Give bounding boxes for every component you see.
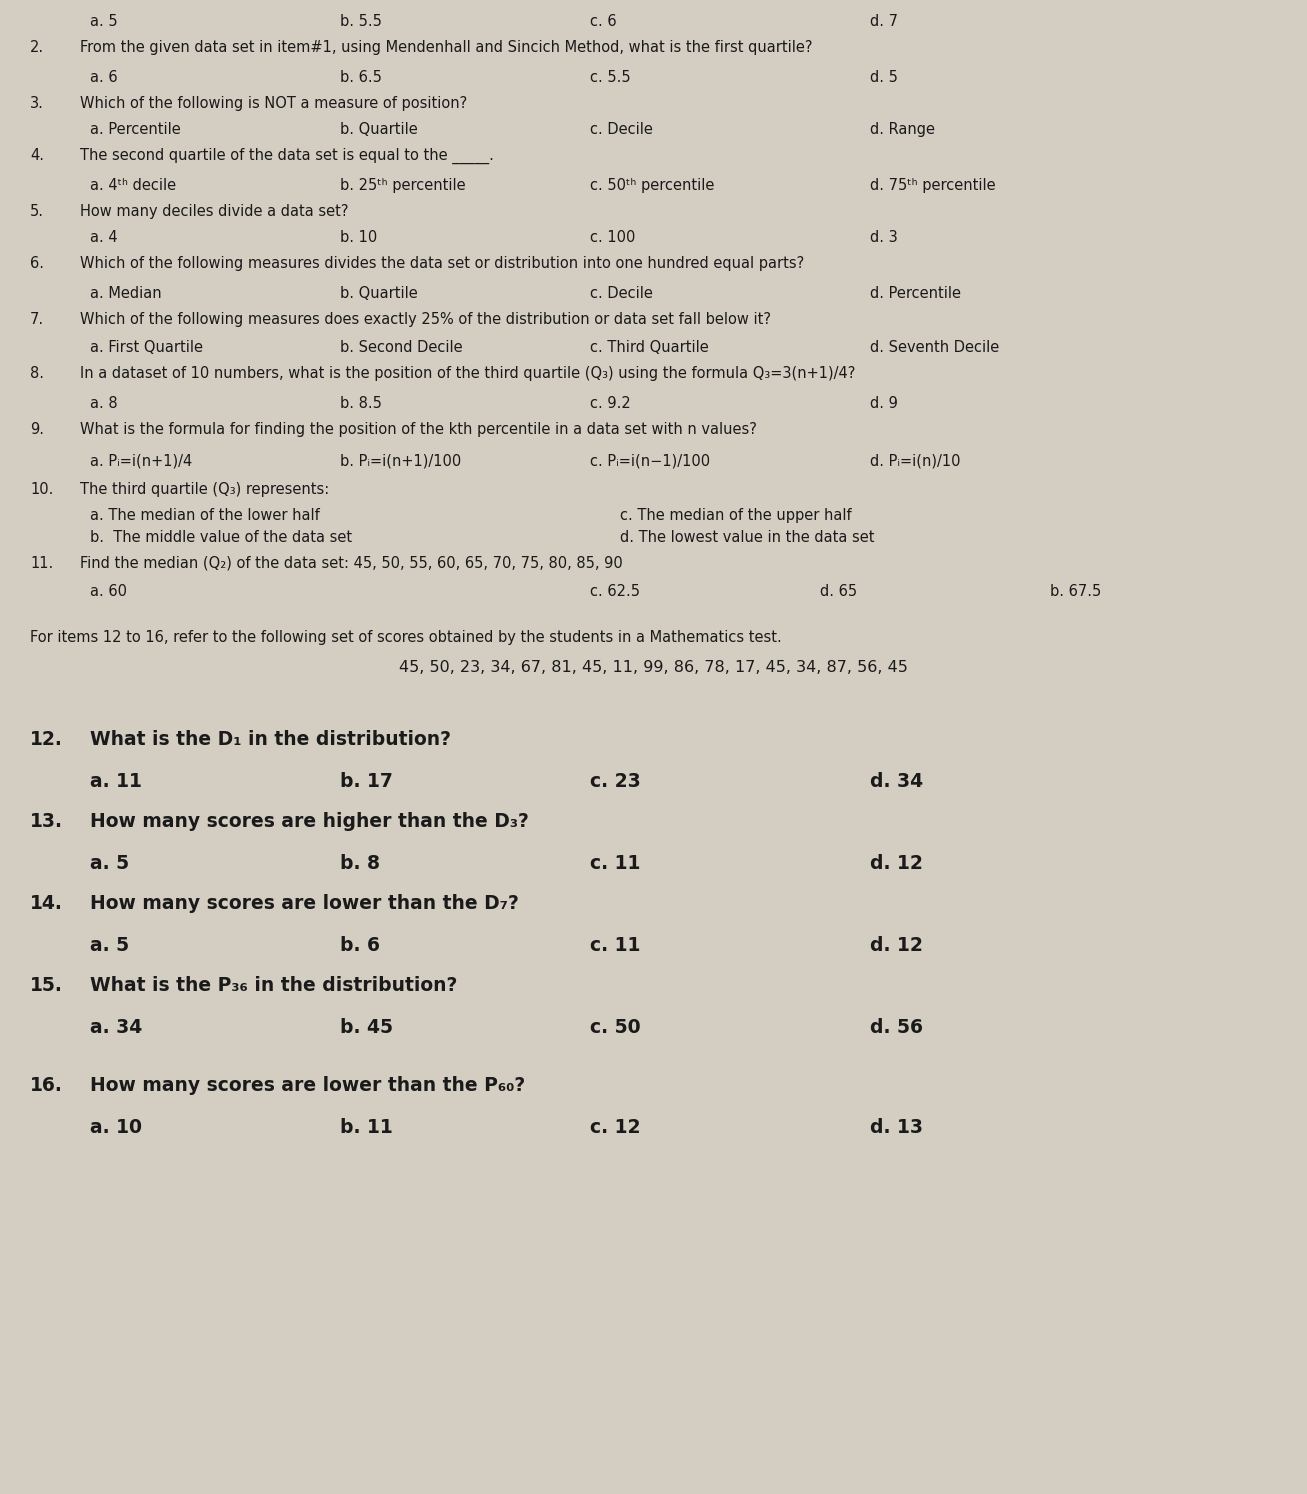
Text: c. 12: c. 12 <box>589 1118 640 1137</box>
Text: 14.: 14. <box>30 893 63 913</box>
Text: d. The lowest value in the data set: d. The lowest value in the data set <box>620 530 874 545</box>
Text: b. 8: b. 8 <box>340 855 380 872</box>
Text: d. 75ᵗʰ percentile: d. 75ᵗʰ percentile <box>870 178 996 193</box>
Text: d. 7: d. 7 <box>870 13 898 28</box>
Text: a. 10: a. 10 <box>90 1118 142 1137</box>
Text: c. 100: c. 100 <box>589 230 635 245</box>
Text: b. Pᵢ=i(n+1)/100: b. Pᵢ=i(n+1)/100 <box>340 454 461 469</box>
Text: How many scores are lower than the D₇?: How many scores are lower than the D₇? <box>90 893 519 913</box>
Text: d. 13: d. 13 <box>870 1118 923 1137</box>
Text: c. Pᵢ=i(n−1)/100: c. Pᵢ=i(n−1)/100 <box>589 454 710 469</box>
Text: a. First Quartile: a. First Quartile <box>90 341 203 356</box>
Text: b. 45: b. 45 <box>340 1017 393 1037</box>
Text: c. The median of the upper half: c. The median of the upper half <box>620 508 852 523</box>
Text: Which of the following measures does exactly 25% of the distribution or data set: Which of the following measures does exa… <box>80 312 771 327</box>
Text: a. 11: a. 11 <box>90 772 142 790</box>
Text: Find the median (Q₂) of the data set: 45, 50, 55, 60, 65, 70, 75, 80, 85, 90: Find the median (Q₂) of the data set: 45… <box>80 556 622 571</box>
Text: How many scores are higher than the D₃?: How many scores are higher than the D₃? <box>90 813 529 831</box>
Text: a. Percentile: a. Percentile <box>90 123 180 137</box>
Text: c. 50: c. 50 <box>589 1017 640 1037</box>
Text: a. Median: a. Median <box>90 285 162 300</box>
Text: b. Second Decile: b. Second Decile <box>340 341 463 356</box>
Text: What is the P₃₆ in the distribution?: What is the P₃₆ in the distribution? <box>90 976 457 995</box>
Text: c. Decile: c. Decile <box>589 285 654 300</box>
Text: 12.: 12. <box>30 731 63 748</box>
Text: c. 50ᵗʰ percentile: c. 50ᵗʰ percentile <box>589 178 715 193</box>
Text: 4.: 4. <box>30 148 44 163</box>
Text: d. 5: d. 5 <box>870 70 898 85</box>
Text: a. 5: a. 5 <box>90 13 118 28</box>
Text: From the given data set in item#1, using Mendenhall and Sincich Method, what is : From the given data set in item#1, using… <box>80 40 813 55</box>
Text: 6.: 6. <box>30 255 44 270</box>
Text: 2.: 2. <box>30 40 44 55</box>
Text: What is the formula for finding the position of the kth percentile in a data set: What is the formula for finding the posi… <box>80 421 757 438</box>
Text: The third quartile (Q₃) represents:: The third quartile (Q₃) represents: <box>80 483 329 498</box>
Text: c. 5.5: c. 5.5 <box>589 70 630 85</box>
Text: 13.: 13. <box>30 813 63 831</box>
Text: c. Third Quartile: c. Third Quartile <box>589 341 708 356</box>
Text: a. 6: a. 6 <box>90 70 118 85</box>
Text: 16.: 16. <box>30 1076 63 1095</box>
Text: b. 67.5: b. 67.5 <box>1050 584 1102 599</box>
Text: c. 11: c. 11 <box>589 855 640 872</box>
Text: How many deciles divide a data set?: How many deciles divide a data set? <box>80 205 349 220</box>
Text: d. 12: d. 12 <box>870 937 923 955</box>
Text: a. 60: a. 60 <box>90 584 127 599</box>
Text: b. Quartile: b. Quartile <box>340 285 418 300</box>
Text: 8.: 8. <box>30 366 44 381</box>
Text: d. 3: d. 3 <box>870 230 898 245</box>
Text: d. 9: d. 9 <box>870 396 898 411</box>
Text: b. 6: b. 6 <box>340 937 380 955</box>
Text: c. 62.5: c. 62.5 <box>589 584 640 599</box>
Text: b. 5.5: b. 5.5 <box>340 13 382 28</box>
Text: 15.: 15. <box>30 976 63 995</box>
Text: b. 17: b. 17 <box>340 772 393 790</box>
Text: c. 23: c. 23 <box>589 772 640 790</box>
Text: The second quartile of the data set is equal to the _____.: The second quartile of the data set is e… <box>80 148 494 164</box>
Text: 11.: 11. <box>30 556 54 571</box>
Text: d. 12: d. 12 <box>870 855 923 872</box>
Text: How many scores are lower than the P₆₀?: How many scores are lower than the P₆₀? <box>90 1076 525 1095</box>
Text: b. 8.5: b. 8.5 <box>340 396 382 411</box>
Text: Which of the following is NOT a measure of position?: Which of the following is NOT a measure … <box>80 96 467 111</box>
Text: d. Pᵢ=i(n)/10: d. Pᵢ=i(n)/10 <box>870 454 961 469</box>
Text: d. Percentile: d. Percentile <box>870 285 961 300</box>
Text: c. 6: c. 6 <box>589 13 617 28</box>
Text: d. Range: d. Range <box>870 123 935 137</box>
Text: 45, 50, 23, 34, 67, 81, 45, 11, 99, 86, 78, 17, 45, 34, 87, 56, 45: 45, 50, 23, 34, 67, 81, 45, 11, 99, 86, … <box>399 660 908 675</box>
Text: d. 34: d. 34 <box>870 772 923 790</box>
Text: d. 56: d. 56 <box>870 1017 923 1037</box>
Text: a. The median of the lower half: a. The median of the lower half <box>90 508 320 523</box>
Text: 3.: 3. <box>30 96 44 111</box>
Text: c. 11: c. 11 <box>589 937 640 955</box>
Text: b. 25ᵗʰ percentile: b. 25ᵗʰ percentile <box>340 178 465 193</box>
Text: a. 4ᵗʰ decile: a. 4ᵗʰ decile <box>90 178 176 193</box>
Text: c. Decile: c. Decile <box>589 123 654 137</box>
Text: 7.: 7. <box>30 312 44 327</box>
Text: a. 5: a. 5 <box>90 937 129 955</box>
Text: a. 4: a. 4 <box>90 230 118 245</box>
Text: a. Pᵢ=i(n+1)/4: a. Pᵢ=i(n+1)/4 <box>90 454 192 469</box>
Text: In a dataset of 10 numbers, what is the position of the third quartile (Q₃) usin: In a dataset of 10 numbers, what is the … <box>80 366 855 381</box>
Text: b.  The middle value of the data set: b. The middle value of the data set <box>90 530 352 545</box>
Text: b. Quartile: b. Quartile <box>340 123 418 137</box>
Text: b. 6.5: b. 6.5 <box>340 70 382 85</box>
Text: c. 9.2: c. 9.2 <box>589 396 631 411</box>
Text: a. 34: a. 34 <box>90 1017 142 1037</box>
Text: d. 65: d. 65 <box>819 584 857 599</box>
Text: 9.: 9. <box>30 421 44 438</box>
Text: For items 12 to 16, refer to the following set of scores obtained by the student: For items 12 to 16, refer to the followi… <box>30 630 782 645</box>
Text: Which of the following measures divides the data set or distribution into one hu: Which of the following measures divides … <box>80 255 804 270</box>
Text: 5.: 5. <box>30 205 44 220</box>
Text: What is the D₁ in the distribution?: What is the D₁ in the distribution? <box>90 731 451 748</box>
Text: a. 8: a. 8 <box>90 396 118 411</box>
Text: a. 5: a. 5 <box>90 855 129 872</box>
Text: 10.: 10. <box>30 483 54 498</box>
Text: d. Seventh Decile: d. Seventh Decile <box>870 341 1000 356</box>
Text: b. 11: b. 11 <box>340 1118 392 1137</box>
Text: b. 10: b. 10 <box>340 230 378 245</box>
